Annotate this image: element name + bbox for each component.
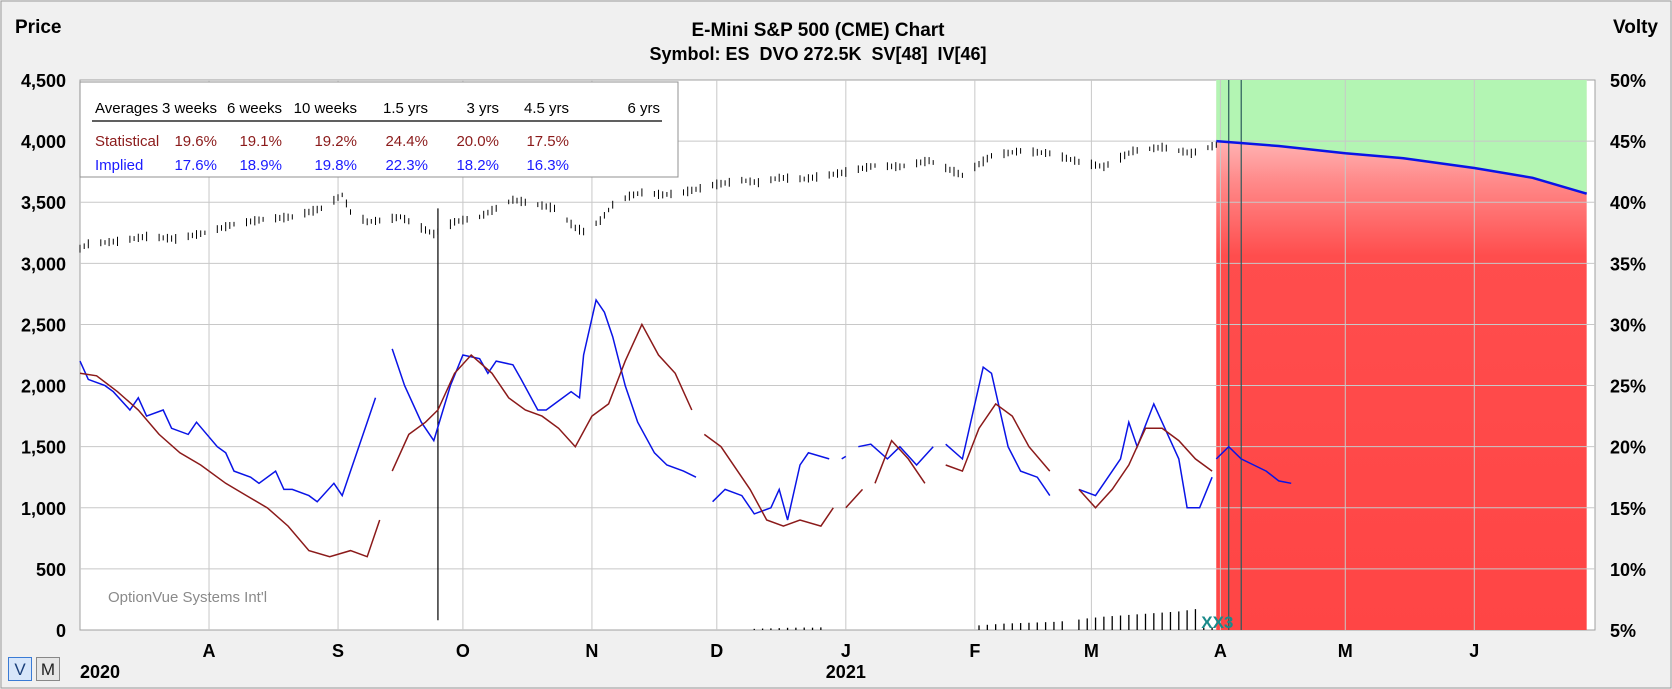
averages-period-header: 3 weeks [162, 100, 217, 117]
series-line-implied [858, 443, 934, 467]
year-label: 2020 [80, 662, 120, 682]
averages-table: Averages 3 weeks 6 weeks 10 weeks 1.5 yrs 3 y… [79, 81, 679, 178]
month-tick-label: D [710, 641, 723, 661]
series-line-statistical [845, 488, 864, 509]
averages-period-header: 1.5 yrs [383, 100, 428, 117]
month-tick-label: F [969, 641, 980, 661]
view-v-button[interactable]: V [8, 657, 32, 681]
flag-label: XX3 [1201, 613, 1233, 632]
series-line-statistical [1078, 427, 1213, 509]
left-tick-label: 2,000 [21, 377, 66, 397]
averages-period-header: 6 weeks [227, 100, 282, 117]
chart-title: E-Mini S&P 500 (CME) Chart [691, 20, 945, 41]
averages-table-box [79, 81, 679, 178]
averages-value: 20.0% [456, 133, 499, 150]
left-tick-label: 1,500 [21, 438, 66, 458]
averages-period-header: 6 yrs [627, 100, 660, 117]
series-line-statistical [391, 322, 693, 472]
series-line-implied [79, 360, 377, 503]
averages-value: 17.5% [526, 133, 569, 150]
left-tick-label: 1,000 [21, 499, 66, 519]
right-tick-label: 45% [1610, 132, 1646, 152]
right-tick-label: 50% [1610, 71, 1646, 91]
averages-value: 19.8% [314, 157, 357, 174]
averages-value: 16.3% [526, 157, 569, 174]
month-tick-label: N [585, 641, 598, 661]
averages-value: 17.6% [174, 157, 217, 174]
averages-period-header: 3 yrs [466, 100, 499, 117]
month-tick-label: A [203, 641, 216, 661]
right-tick-label: 25% [1610, 377, 1646, 397]
series-line-implied [841, 455, 847, 460]
series-line-implied [945, 365, 1051, 497]
projected-implied-line [1216, 139, 1588, 195]
right-tick-label: 10% [1610, 560, 1646, 580]
right-tick-label: 20% [1610, 438, 1646, 458]
month-tick-label: M [1084, 641, 1099, 661]
averages-row-label: Implied [95, 157, 143, 174]
left-tick-label: 0 [56, 621, 66, 641]
averages-value: 19.2% [314, 133, 357, 150]
averages-value: 24.4% [385, 133, 428, 150]
month-tick-label: J [841, 641, 851, 661]
averages-period-header: 4.5 yrs [524, 100, 569, 117]
averages-value: 18.2% [456, 157, 499, 174]
right-tick-label: 35% [1610, 254, 1646, 274]
series-line-statistical [945, 402, 1051, 473]
series-line-implied [1215, 445, 1292, 485]
month-tick-label: O [456, 641, 470, 661]
left-tick-label: 4,500 [21, 71, 66, 91]
averages-header-label: Averages [95, 100, 158, 117]
view-m-button[interactable]: M [36, 657, 60, 681]
left-tick-label: 2,500 [21, 315, 66, 335]
averages-period-header: 10 weeks [294, 100, 357, 117]
left-tick-label: 3,000 [21, 254, 66, 274]
series-line-implied [391, 298, 697, 478]
right-tick-label: 5% [1610, 621, 1636, 641]
month-tick-label: S [332, 641, 344, 661]
month-tick-label: M [1338, 641, 1353, 661]
chart-subtitle: Symbol: ES DVO 272.5K SV[48] IV[46] [649, 44, 986, 64]
month-tick-label: A [1214, 641, 1227, 661]
averages-value: 18.9% [239, 157, 282, 174]
averages-value: 19.1% [239, 133, 282, 150]
left-axis-label: Price [15, 17, 61, 38]
right-tick-label: 40% [1610, 193, 1646, 213]
left-tick-label: 4,000 [21, 132, 66, 152]
projection-green-zone [1216, 80, 1587, 194]
series-line-statistical [874, 439, 926, 484]
series-line-statistical [79, 372, 381, 558]
right-tick-label: 30% [1610, 315, 1646, 335]
left-tick-label: 3,500 [21, 193, 66, 213]
left-tick-label: 500 [36, 560, 66, 580]
year-label: 2021 [826, 662, 866, 682]
series-line-implied [1078, 401, 1213, 509]
series-line-implied [712, 451, 830, 521]
right-axis-label: Volty [1613, 17, 1658, 38]
averages-value: 19.6% [174, 133, 217, 150]
series-line-statistical [703, 433, 834, 527]
month-tick-label: J [1469, 641, 1479, 661]
watermark-text: OptionVue Systems Int'l [108, 589, 267, 606]
averages-value: 22.3% [385, 157, 428, 174]
averages-row-label: Statistical [95, 133, 159, 150]
right-tick-label: 15% [1610, 499, 1646, 519]
